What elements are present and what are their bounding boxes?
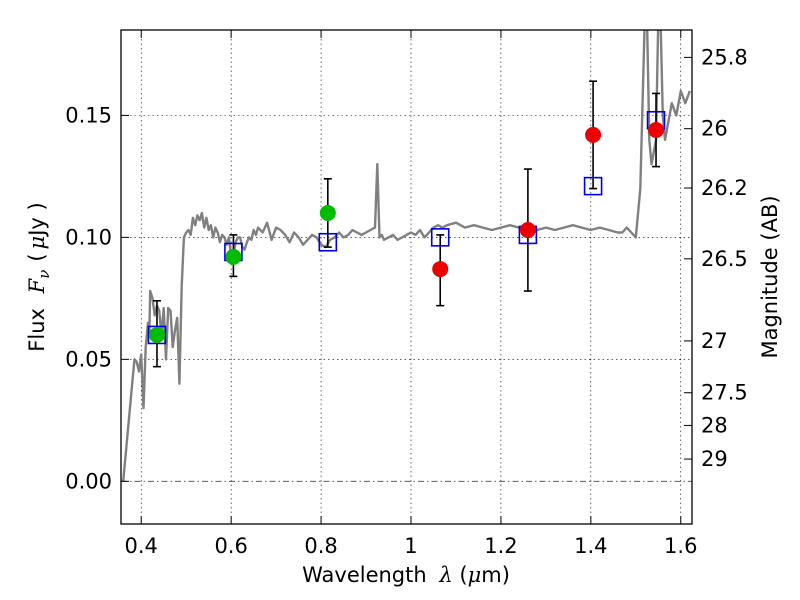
y-axis-label-right: Magnitude (AB)	[758, 195, 782, 358]
right-tick-label: 29	[701, 447, 728, 471]
y-tick-label: 0.00	[65, 469, 112, 493]
observed-photometry-markers	[148, 122, 665, 343]
model-square-marker	[147, 325, 167, 345]
observed-point	[585, 126, 602, 143]
observed-point	[148, 326, 165, 343]
right-tick-label: 25.8	[701, 45, 748, 69]
y-axis-ticks: 0.00 0.05 0.10 0.15	[65, 103, 129, 493]
grid	[121, 30, 692, 524]
right-tick-label: 27.5	[701, 381, 748, 405]
plot-frame	[120, 29, 693, 525]
y-axis-label-left: Flux Fν(μJy )	[25, 202, 53, 351]
observed-point	[519, 222, 536, 239]
right-tick-label: 28	[701, 413, 728, 437]
right-tick-label: 26.5	[701, 247, 748, 271]
x-tick-label: 1.2	[484, 534, 517, 558]
right-tick-label: 26	[701, 117, 728, 141]
observed-point	[432, 261, 449, 278]
error-bars	[152, 80, 661, 368]
x-tick-label: 0.4	[125, 534, 158, 558]
y-tick-label: 0.05	[65, 347, 112, 371]
x-tick-label: 1.4	[574, 534, 607, 558]
right-tick-label: 27	[701, 329, 728, 353]
model-square-marker	[583, 176, 603, 196]
right-tick-label: 26.2	[701, 176, 748, 200]
template-sed-line	[122, 30, 691, 482]
x-axis-ticks: 0.4 0.6 0.8 1 1.2 1.4 1.6	[125, 30, 697, 558]
y-tick-label: 0.15	[65, 103, 112, 127]
model-square-marker	[318, 232, 338, 252]
y-tick-label: 0.10	[65, 225, 112, 249]
x-tick-label: 0.8	[304, 534, 337, 558]
model-square-marker	[430, 228, 450, 247]
right-axis-ticks: 25.8 26 26.2 26.5 27 27.5 28 29	[684, 45, 748, 471]
observed-point	[648, 122, 665, 139]
x-axis-label: Wavelength λ (μm)	[302, 563, 510, 587]
observed-point	[225, 248, 242, 265]
x-tick-label: 1	[404, 534, 417, 558]
observed-point	[319, 204, 336, 221]
x-tick-label: 0.6	[214, 534, 247, 558]
x-tick-label: 1.6	[664, 534, 697, 558]
